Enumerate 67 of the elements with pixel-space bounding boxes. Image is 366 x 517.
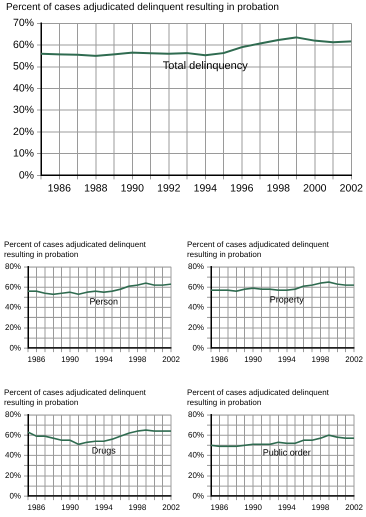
y-tick-label: 20% [13,126,34,138]
chart-title: Percent of cases adjudicated delinquent resulting in probation [3,240,147,260]
series-label: Property [270,294,304,304]
y-tick-label: 60% [5,282,22,292]
series-label: Total delinquency [162,60,248,72]
x-tick-label: 2002 [162,355,181,364]
y-tick-label: 80% [5,262,22,272]
y-tick-label: 80% [5,410,22,420]
y-tick-label: 70% [13,17,34,30]
x-tick-label: 1994 [278,503,296,512]
y-tick-label: 40% [188,302,204,312]
x-tick-label: 1998 [266,182,290,195]
y-tick-label: 0% [18,169,34,182]
chart-title: Percent of cases adjudicated delinquent resulting in probation [3,388,147,408]
chart-title: Percent of cases adjudicated delinquent resulting in probation [186,388,330,408]
x-tick-label: 1986 [210,355,229,364]
x-tick-label: 1990 [120,182,144,195]
y-tick-label: 0% [9,343,22,352]
y-tick-label: 0% [192,343,204,352]
y-tick-label: 30% [13,104,34,116]
series-label: Public order [262,448,311,458]
y-tick-label: 80% [188,262,204,272]
x-tick-label: 1994 [194,182,218,195]
x-tick-label: 1986 [28,503,46,512]
x-tick-label: 1990 [244,503,263,512]
x-tick-label: 1994 [278,355,296,364]
y-tick-label: 60% [13,38,34,51]
y-tick-label: 40% [5,450,22,460]
y-tick-label: 20% [5,471,22,480]
x-tick-label: 2002 [345,355,364,364]
y-tick-label: 40% [13,82,34,94]
y-tick-label: 60% [188,430,204,440]
x-tick-label: 1998 [312,355,330,364]
series-label: Person [90,296,118,307]
y-tick-label: 60% [188,282,204,292]
x-tick-label: 1986 [28,355,46,364]
chart-title: Percent of cases adjudicated delinquent resulting in probation [186,240,330,260]
x-tick-label: 1998 [128,503,147,512]
x-tick-label: 2000 [303,182,327,195]
x-tick-label: 1990 [244,355,263,364]
y-tick-label: 20% [5,323,22,332]
chart-title: Percent of cases adjudicated delinquent resulting in probation [5,2,280,14]
x-tick-label: 1986 [48,182,72,195]
x-tick-label: 1992 [157,182,181,195]
y-tick-label: 40% [5,302,22,312]
y-tick-label: 0% [192,491,204,500]
y-tick-label: 50% [13,60,34,73]
x-tick-label: 1988 [84,182,108,195]
x-tick-label: 2002 [162,503,181,512]
x-tick-label: 1990 [61,503,80,512]
x-tick-label: 1994 [94,355,114,364]
x-tick-label: 1998 [128,355,147,364]
x-tick-label: 2002 [345,503,364,512]
x-tick-label: 1998 [312,503,330,512]
x-tick-label: 1994 [94,503,114,512]
y-tick-label: 80% [188,410,204,420]
x-tick-label: 2002 [340,182,364,195]
y-tick-label: 20% [188,323,204,332]
y-tick-label: 0% [9,491,22,500]
y-tick-label: 60% [5,430,22,440]
x-tick-label: 1990 [61,355,80,364]
y-tick-label: 20% [188,471,204,480]
series-label: Drugs [92,445,116,456]
y-tick-label: 10% [13,148,34,160]
y-tick-label: 40% [188,450,204,460]
x-tick-label: 1986 [210,503,229,512]
x-tick-label: 1996 [230,182,254,195]
